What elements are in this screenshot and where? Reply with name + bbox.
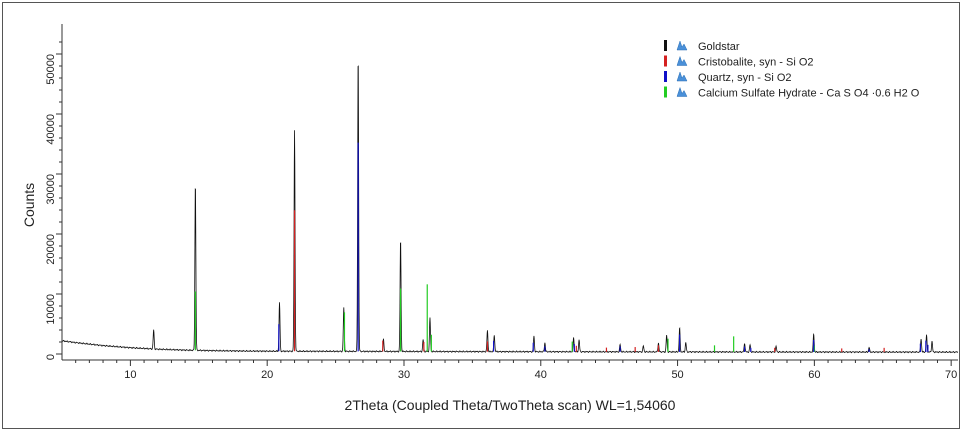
y-tick-label: 30000	[45, 174, 57, 205]
pattern-line-goldstar	[61, 65, 959, 354]
x-axis-label: 2Theta (Coupled Theta/TwoTheta scan) WL=…	[345, 397, 676, 413]
y-tick-label: 20000	[45, 234, 57, 265]
legend-swatch	[664, 71, 667, 82]
x-tick-label: 40	[535, 369, 547, 381]
x-tick-label: 60	[808, 369, 820, 381]
peak-icon	[676, 55, 688, 66]
plot-area	[61, 65, 959, 354]
legend-swatch	[664, 40, 667, 51]
x-tick-label: 10	[124, 369, 136, 381]
y-axis-label: Counts	[21, 183, 37, 227]
legend-entry: Cristobalite, syn - Si O2	[698, 57, 814, 69]
x-ticks: 10 20 30 40 50 60 70	[75, 360, 957, 381]
legend-swatch	[664, 86, 667, 98]
y-tick-label: 40000	[45, 114, 57, 145]
legend-swatch	[664, 55, 667, 67]
x-tick-label: 50	[671, 369, 683, 381]
axes	[61, 24, 958, 361]
legend: Goldstar Cristobalite, syn - Si O2 Quartz,…	[664, 40, 920, 100]
y-tick-label: 50000	[45, 54, 57, 85]
peak-icon	[676, 86, 688, 97]
x-tick-label: 20	[261, 369, 273, 381]
y-ticks: 0 10000 20000 30000 40000 50000	[45, 41, 62, 360]
peak-icon	[676, 40, 688, 51]
legend-entry: Calcium Sulfate Hydrate - Ca S O4 ·0.6 H…	[698, 88, 920, 100]
x-tick-label: 70	[945, 369, 957, 381]
legend-entry: Goldstar	[698, 41, 740, 53]
x-tick-label: 30	[398, 369, 410, 381]
peak-icon	[676, 71, 688, 82]
y-tick-label: 10000	[45, 294, 57, 325]
y-tick-label: 0	[45, 354, 57, 360]
legend-entry: Quartz, syn - Si O2	[698, 72, 792, 84]
